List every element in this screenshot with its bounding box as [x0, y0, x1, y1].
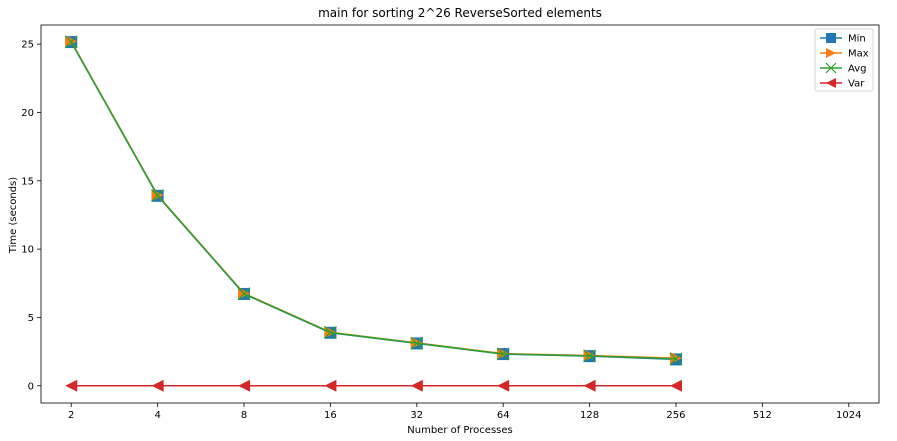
- data-point-var: [410, 379, 423, 392]
- data-point-avg: [323, 326, 337, 339]
- legend-box: [814, 28, 874, 92]
- x-tick-label: 16: [324, 410, 337, 421]
- y-axis-label: Time (seconds): [8, 177, 19, 254]
- x-tick-label: 8: [241, 410, 247, 421]
- series-line-avg: [70, 41, 677, 360]
- y-tick-label: 25: [21, 40, 34, 51]
- data-point-var: [151, 379, 164, 392]
- legend: Min Max Avg Var: [814, 28, 874, 92]
- legend-marker: [826, 78, 836, 88]
- data-point-avg: [151, 189, 165, 202]
- y-tick-label: 15: [21, 176, 34, 187]
- data-point-avg: [410, 336, 424, 350]
- x-tick-label: 512: [753, 410, 772, 421]
- data-point-avg: [669, 352, 683, 366]
- legend-label: Max: [848, 49, 869, 60]
- legend-item-var: Var: [820, 78, 865, 90]
- data-point-var: [65, 379, 78, 392]
- plot-area: 2 4 8 16 32 64 128 256 512 1024 0 5 10 15 20 25: [21, 24, 880, 421]
- legend-label: Min: [848, 34, 866, 45]
- legend-label: Var: [848, 79, 865, 90]
- legend-marker: [826, 33, 836, 43]
- legend-marker: [826, 48, 836, 58]
- data-point-var: [238, 379, 251, 392]
- x-tick-label: 4: [154, 410, 160, 421]
- x-tick-label: 64: [497, 410, 510, 421]
- y-tick-label: 10: [21, 245, 34, 256]
- data-point-var: [669, 379, 682, 392]
- data-point-avg: [237, 287, 251, 301]
- data-point-avg: [583, 349, 597, 363]
- legend-label: Avg: [848, 64, 867, 75]
- x-tick-label: 1024: [836, 410, 861, 421]
- x-tick-label: 2: [68, 410, 74, 421]
- legend-item-max: Max: [820, 48, 869, 60]
- legend-marker: [825, 62, 837, 74]
- data-point-avg: [496, 347, 510, 361]
- legend-item-min: Min: [820, 33, 866, 45]
- data-point-var: [324, 379, 337, 392]
- data-point-var: [583, 379, 596, 392]
- data-point-var: [497, 379, 510, 392]
- x-tick-label: 32: [410, 410, 423, 421]
- data-point-avg: [64, 35, 78, 49]
- legend-item-avg: Avg: [820, 62, 867, 75]
- chart-title: main for sorting 2^26 ReverseSorted elem…: [318, 6, 602, 20]
- plot-frame: [40, 24, 880, 404]
- x-axis-label: Number of Processes: [407, 425, 512, 436]
- y-tick-label: 20: [21, 108, 34, 119]
- x-tick-label: 256: [666, 410, 685, 421]
- x-tick-label: 128: [580, 410, 599, 421]
- y-tick-label: 0: [28, 381, 34, 392]
- y-tick-label: 5: [28, 313, 34, 324]
